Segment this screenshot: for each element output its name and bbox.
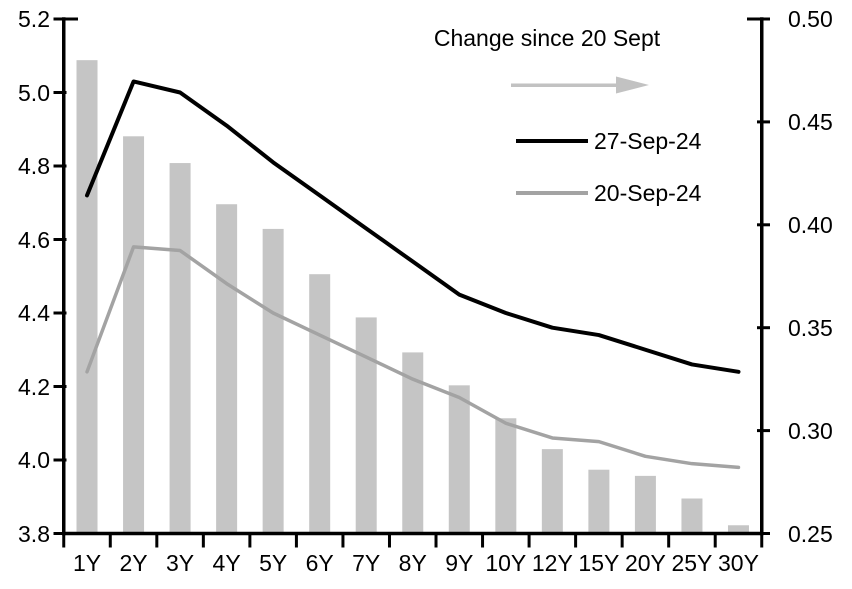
bar: [448, 385, 470, 534]
series-line-27-sep-24: [85, 79, 741, 374]
bar: [727, 525, 749, 534]
bar: [309, 274, 331, 534]
bar: [681, 498, 703, 534]
bar: [76, 60, 98, 534]
bar: [216, 204, 238, 534]
bar: [634, 475, 656, 534]
bar: [402, 352, 424, 534]
series-line-20-sep-24: [85, 245, 741, 470]
bar: [588, 469, 610, 534]
bar: [169, 163, 191, 534]
bar: [541, 449, 563, 534]
bar: [495, 418, 517, 534]
bar: [262, 228, 284, 534]
bar: [355, 317, 377, 534]
bar: [123, 136, 145, 534]
